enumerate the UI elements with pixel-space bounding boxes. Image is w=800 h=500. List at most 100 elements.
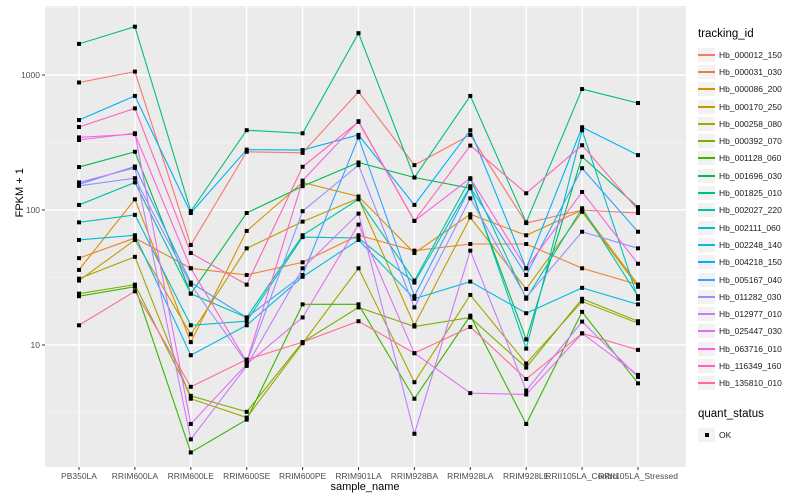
data-point[interactable] (468, 241, 473, 246)
data-point[interactable] (77, 180, 81, 185)
data-point[interactable] (580, 206, 585, 211)
data-point[interactable] (132, 149, 137, 154)
legend-item-quant-OK[interactable]: OK (698, 426, 798, 443)
data-point[interactable] (132, 93, 137, 98)
data-point[interactable] (244, 323, 249, 328)
legend-item-Hb_001128_060[interactable]: Hb_001128_060 (698, 150, 798, 167)
data-point[interactable] (524, 286, 529, 291)
data-point[interactable] (77, 118, 81, 123)
data-point[interactable] (244, 357, 249, 362)
data-point[interactable] (132, 165, 137, 170)
data-point[interactable] (132, 254, 137, 259)
data-point[interactable] (356, 233, 361, 238)
data-point[interactable] (188, 437, 193, 442)
data-point[interactable] (580, 309, 585, 314)
data-point[interactable] (244, 149, 249, 154)
data-point[interactable] (524, 392, 529, 397)
data-point[interactable] (77, 138, 81, 143)
data-point[interactable] (188, 353, 193, 358)
data-point[interactable] (468, 93, 473, 98)
legend-item-Hb_000392_070[interactable]: Hb_000392_070 (698, 132, 798, 149)
legend-item-Hb_002027_220[interactable]: Hb_002027_220 (698, 202, 798, 219)
data-point[interactable] (188, 450, 193, 455)
data-point[interactable] (188, 393, 193, 398)
data-point[interactable] (636, 246, 640, 251)
data-point[interactable] (468, 176, 473, 181)
data-point[interactable] (300, 266, 305, 271)
data-point[interactable] (188, 332, 193, 337)
data-point[interactable] (580, 296, 585, 301)
data-point[interactable] (524, 388, 529, 393)
data-point[interactable] (356, 319, 361, 324)
data-point[interactable] (132, 233, 137, 238)
data-point[interactable] (636, 229, 640, 234)
legend-item-Hb_001825_010[interactable]: Hb_001825_010 (698, 184, 798, 201)
data-point[interactable] (300, 178, 305, 183)
data-point[interactable] (636, 296, 640, 301)
data-point[interactable] (580, 143, 585, 148)
data-point[interactable] (468, 128, 473, 133)
data-point[interactable] (636, 284, 640, 289)
data-point[interactable] (300, 273, 305, 278)
data-point[interactable] (132, 132, 137, 137)
data-point[interactable] (580, 128, 585, 133)
data-point[interactable] (636, 101, 640, 106)
data-point[interactable] (188, 211, 193, 216)
data-point[interactable] (244, 315, 249, 320)
legend-item-Hb_001696_030[interactable]: Hb_001696_030 (698, 167, 798, 184)
data-point[interactable] (188, 251, 193, 256)
data-point[interactable] (636, 319, 640, 324)
data-point[interactable] (580, 266, 585, 271)
data-point[interactable] (77, 80, 81, 85)
data-point[interactable] (356, 132, 361, 137)
data-point[interactable] (636, 347, 640, 352)
legend-item-Hb_011282_030[interactable]: Hb_011282_030 (698, 288, 798, 305)
data-point[interactable] (636, 381, 640, 386)
data-point[interactable] (412, 380, 417, 385)
legend-item-Hb_002248_140[interactable]: Hb_002248_140 (698, 236, 798, 253)
legend-item-Hb_063716_010[interactable]: Hb_063716_010 (698, 340, 798, 357)
data-point[interactable] (188, 282, 193, 287)
data-point[interactable] (356, 135, 361, 140)
data-point[interactable] (636, 302, 640, 307)
data-point[interactable] (132, 24, 137, 29)
data-point[interactable] (244, 147, 249, 152)
data-point[interactable] (244, 415, 249, 420)
data-point[interactable] (524, 191, 529, 196)
data-point[interactable] (636, 208, 640, 212)
data-point[interactable] (244, 273, 249, 278)
data-point[interactable] (524, 365, 529, 370)
data-point[interactable] (468, 132, 473, 137)
data-point[interactable] (132, 180, 137, 185)
data-point[interactable] (356, 163, 361, 168)
data-point[interactable] (356, 31, 361, 36)
data-point[interactable] (636, 153, 640, 158)
legend-item-Hb_005167_040[interactable]: Hb_005167_040 (698, 271, 798, 288)
data-point[interactable] (244, 359, 249, 364)
data-point[interactable] (356, 119, 361, 124)
data-point[interactable] (412, 296, 417, 301)
legend-item-Hb_004218_150[interactable]: Hb_004218_150 (698, 254, 798, 271)
data-point[interactable] (524, 421, 529, 426)
data-point[interactable] (468, 292, 473, 297)
data-point[interactable] (244, 409, 249, 414)
data-point[interactable] (412, 305, 417, 310)
legend-item-Hb_012977_010[interactable]: Hb_012977_010 (698, 305, 798, 322)
data-point[interactable] (468, 279, 473, 284)
data-point[interactable] (356, 89, 361, 94)
legend-item-Hb_000086_200[interactable]: Hb_000086_200 (698, 81, 798, 98)
data-point[interactable] (300, 131, 305, 136)
data-point[interactable] (300, 164, 305, 169)
data-point[interactable] (412, 396, 417, 401)
data-point[interactable] (412, 294, 417, 299)
data-point[interactable] (77, 124, 81, 129)
data-point[interactable] (636, 372, 640, 377)
data-point[interactable] (132, 212, 137, 217)
data-point[interactable] (468, 215, 473, 220)
data-point[interactable] (244, 246, 249, 251)
data-point[interactable] (300, 235, 305, 240)
data-point[interactable] (356, 305, 361, 310)
data-point[interactable] (77, 41, 81, 46)
data-point[interactable] (188, 421, 193, 426)
data-point[interactable] (132, 176, 137, 181)
